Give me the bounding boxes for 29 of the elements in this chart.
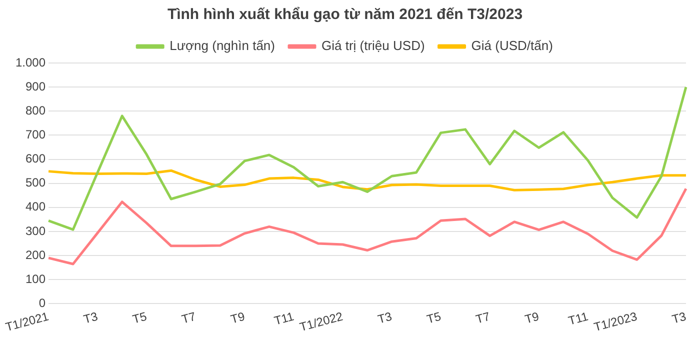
y-tick-label: 300	[26, 224, 46, 238]
x-tick-label: T3	[376, 309, 394, 326]
x-tick-label: T11	[272, 309, 296, 328]
x-tick-label: T3	[82, 309, 100, 326]
x-tick-label: T3	[670, 309, 688, 326]
x-tick-label: T1/2022	[298, 309, 345, 334]
x-tick-label: T7	[180, 309, 198, 326]
y-tick-label: 600	[26, 152, 46, 166]
y-tick-label: 700	[26, 128, 46, 142]
x-tick-label: T1/2023	[592, 309, 639, 334]
chart-title: Tình hình xuất khẩu gạo từ năm 2021 đến T3/2023	[167, 6, 523, 24]
x-tick-label: T9	[229, 309, 247, 326]
y-tick-label: 400	[26, 200, 46, 214]
x-tick-label: T5	[425, 309, 443, 326]
y-tick-label: 0	[38, 296, 46, 310]
legend-label: Giá trị (triệu USD)	[321, 38, 425, 54]
y-tick-label: 900	[26, 79, 46, 94]
y-tick-label: 200	[26, 248, 46, 262]
y-tick-label: 1.000	[16, 55, 46, 70]
x-tick-label: T7	[474, 309, 492, 326]
x-tick-label: T1/2021	[4, 309, 50, 334]
legend-label: Giá (USD/tấn)	[471, 38, 553, 54]
legend-label: Lượng (nghìn tấn)	[170, 38, 275, 54]
x-tick-label: T11	[566, 309, 590, 328]
y-tick-label: 100	[26, 272, 46, 286]
y-tick-label: 500	[26, 176, 46, 190]
x-tick-label: T9	[523, 309, 541, 326]
y-tick-label: 800	[26, 103, 46, 118]
x-tick-label: T5	[131, 309, 149, 326]
